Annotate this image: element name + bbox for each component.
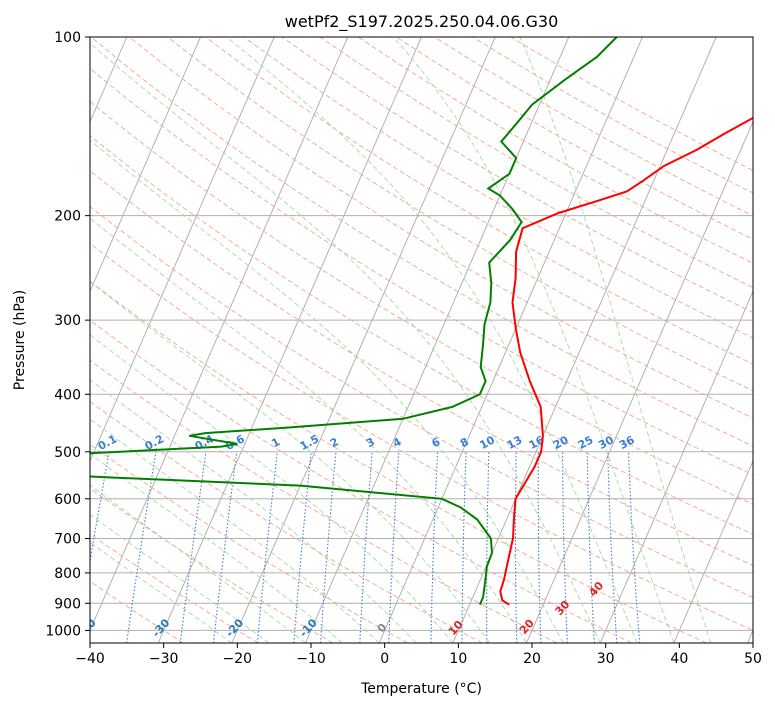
mixing-ratio-line <box>586 451 595 643</box>
y-tick-label: 500 <box>54 445 81 461</box>
mixing-ratio-line <box>320 451 337 643</box>
mixing-ratio-line <box>562 451 568 643</box>
dry-adiabat <box>90 533 259 643</box>
y-tick-label: 600 <box>54 492 81 508</box>
isotherm-line <box>90 37 275 463</box>
x-tick-label: −20 <box>223 651 253 667</box>
y-tick-label: 200 <box>54 209 81 225</box>
dry-adiabat <box>90 242 753 631</box>
x-tick-label: 30 <box>597 651 615 667</box>
x-tick-label: 20 <box>523 651 541 667</box>
moist-adiabat <box>90 418 380 643</box>
temperature-trace <box>499 116 753 606</box>
moist-adiabats <box>90 37 712 643</box>
plot-frame <box>89 36 754 644</box>
moist-adiabat <box>519 37 712 643</box>
dry-adiabat <box>90 101 753 505</box>
isotherm-line <box>157 37 422 643</box>
mixing-ratio-line <box>461 451 467 643</box>
mixing-ratio-label: 25 <box>576 433 596 452</box>
dry-adiabat <box>90 205 753 599</box>
moist-adiabat <box>90 281 491 643</box>
chart-title: wetPf2_S197.2025.250.04.06.G30 <box>285 12 559 32</box>
mixing-ratio-line <box>359 451 373 643</box>
mixing-ratio-line <box>430 451 439 643</box>
mixing-ratio-label: 30 <box>596 433 616 452</box>
x-tick-label: −10 <box>296 651 326 667</box>
y-tick-label: 800 <box>54 566 81 582</box>
dry-adiabat <box>90 319 632 643</box>
isotherm-line <box>526 120 753 643</box>
dry-adiabat <box>205 37 753 365</box>
mixing-ratio-line <box>514 451 518 643</box>
moist-adiabat <box>90 139 564 643</box>
moist-adiabat <box>90 453 343 643</box>
moist-adiabat <box>90 379 417 643</box>
y-tick-label: 100 <box>54 30 81 46</box>
dry-adiabat <box>91 37 753 447</box>
x-axis-label: Temperature (°C) <box>360 681 482 697</box>
x-tick-label: −40 <box>75 651 105 667</box>
mixing-ratio-line <box>607 451 618 643</box>
x-tick-label: 40 <box>670 651 688 667</box>
mixing-ratio-line <box>627 451 641 643</box>
isotherm-line <box>90 37 201 293</box>
dry-adiabat <box>90 170 753 567</box>
moist-adiabat <box>90 217 527 643</box>
y-axis-label: Pressure (hPa) <box>12 290 28 390</box>
mixing-ratio-label: 10 <box>477 433 497 452</box>
y-tick-label: 700 <box>54 532 81 548</box>
dry-adiabat <box>90 401 483 643</box>
dewpoint-trace <box>90 37 618 606</box>
y-tick-label: 1000 <box>45 623 81 639</box>
isotherm-line <box>231 37 496 643</box>
isotherm-line <box>599 290 753 643</box>
dry-adiabat <box>90 359 558 643</box>
mixing-ratio-label: 13 <box>505 433 525 452</box>
y-axis: 100 200 300 400 500 600 700 800 900 1000 <box>45 30 90 639</box>
dry-adiabat <box>167 37 753 392</box>
x-tick-label: 10 <box>449 651 467 667</box>
x-axis: −40 −30 −20 −10 0 10 20 30 40 50 <box>75 643 762 667</box>
y-tick-label: 400 <box>54 387 81 403</box>
dry-adiabat <box>90 443 408 643</box>
isotherm-line <box>305 37 570 643</box>
moist-adiabat <box>392 37 675 643</box>
isotherm-line <box>452 37 717 643</box>
mixing-ratio-line <box>293 451 312 643</box>
x-tick-label: −30 <box>149 651 179 667</box>
mixing-ratio-label: 20 <box>551 433 571 452</box>
x-tick-label: 50 <box>744 651 762 667</box>
dry-adiabat <box>90 135 753 536</box>
moist-adiabat <box>226 37 638 643</box>
mixing-ratio-line <box>537 451 542 643</box>
moist-adiabat <box>90 541 233 643</box>
isotherm-line <box>378 37 643 643</box>
y-tick-label: 300 <box>54 313 81 329</box>
sounding-traces <box>90 37 753 606</box>
x-tick-label: 0 <box>380 651 389 667</box>
moist-adiabat <box>90 334 454 643</box>
mixing-ratio-label: 36 <box>617 433 637 452</box>
dry-adiabat-label: -40 <box>76 616 99 640</box>
dry-adiabat <box>90 487 334 643</box>
isopleth-labels: 0.10.20.40.611.52346810131620253036-100-… <box>76 432 637 640</box>
y-tick-label: 900 <box>54 596 81 612</box>
isotherm-line <box>673 459 753 643</box>
